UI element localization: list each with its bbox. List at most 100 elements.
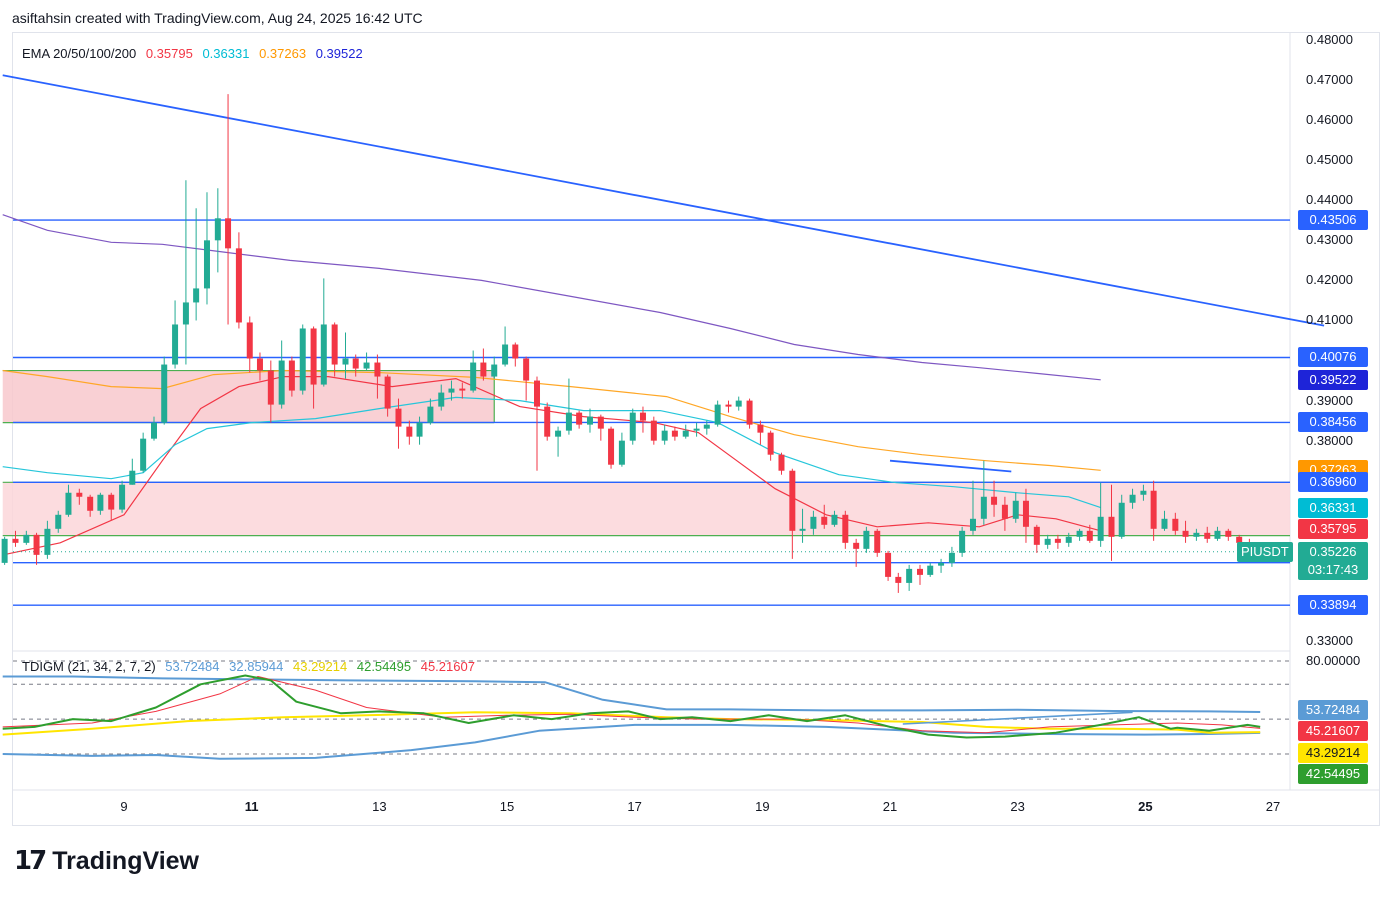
candle-body (1108, 516, 1115, 537)
candle-body (214, 218, 221, 241)
candle-body (1225, 530, 1232, 537)
candle-body (895, 576, 902, 583)
ema-legend-title: EMA 20/50/100/200 (22, 46, 137, 61)
candle-body (778, 454, 785, 471)
candle-body (278, 360, 285, 405)
candle-body (427, 406, 434, 423)
tdi-series-5 (902, 711, 1133, 725)
candle-body (448, 388, 455, 393)
candle-body (172, 324, 179, 365)
candle-body (235, 248, 242, 323)
candle-body (597, 416, 604, 429)
candle-body (821, 516, 828, 525)
candle-body (1129, 494, 1136, 503)
candle-body (161, 364, 168, 423)
candle-body (151, 422, 158, 439)
candle-body (842, 514, 849, 543)
candle-body (12, 538, 19, 543)
tradingview-logo[interactable]: 17 TradingView (14, 846, 199, 876)
candle-body (480, 362, 487, 377)
time-axis-label: 17 (627, 799, 642, 814)
candle-body (76, 492, 83, 497)
candle-body (1097, 516, 1104, 541)
candle-body (576, 412, 583, 425)
tdi-series-4 (2, 674, 1261, 739)
candle-body (193, 288, 200, 303)
time-axis-label: 21 (882, 799, 898, 814)
candle-body (565, 412, 572, 431)
time-axis-label: 23 (1010, 799, 1025, 814)
price-tick-label: 0.38000 (1306, 432, 1353, 448)
last-price-value: 0.35226 (1309, 543, 1357, 559)
candle-body (991, 496, 998, 505)
candle-body (1086, 530, 1093, 541)
candle-body (906, 568, 913, 583)
candle-body (182, 302, 189, 325)
price-level-tag: 0.40076 (1298, 347, 1368, 368)
time-axis-label: 15 (499, 799, 515, 814)
candle-body (395, 408, 402, 427)
time-axis-label: 19 (755, 799, 770, 814)
time-axis-label: 9 (120, 799, 128, 814)
tdi-value-tag: 42.54495 (1298, 764, 1368, 784)
candle-body (831, 514, 838, 525)
candle-body (682, 430, 689, 437)
tdi-axis-top-label: 80.00000 (1306, 653, 1361, 668)
candle-body (544, 406, 551, 437)
ema-line-1 (2, 396, 1101, 509)
tdi-legend: TDIGM (21, 34, 2, 7, 2) 53.72484 32.8594… (22, 659, 481, 674)
price-level-tag: 0.39522 (1298, 369, 1368, 390)
candle-body (1033, 526, 1040, 545)
last-price-tag: 0.35226 03:17:43 (1298, 541, 1368, 580)
candle-body (87, 496, 94, 511)
price-tick-label: 0.48000 (1306, 32, 1353, 47)
supply-zone-0 (2, 370, 495, 423)
candle-body (416, 422, 423, 437)
candle-body (256, 358, 263, 371)
tdi-legend-title: TDIGM (21, 34, 2, 7, 2) (22, 659, 156, 674)
time-axis-label: 11 (244, 799, 259, 814)
price-level-tag: 0.36331 (1298, 497, 1368, 518)
supply-zone-1 (2, 482, 1290, 536)
candle-body (885, 552, 892, 577)
tdi-value-tag: 53.72484 (1298, 700, 1368, 720)
ema-line-2 (2, 369, 1101, 471)
candle-body (969, 518, 976, 531)
tdi-mid-value: 43.29214 (293, 659, 348, 674)
candle-body (874, 530, 881, 553)
candle-body (342, 358, 349, 365)
price-tick-label: 0.45000 (1306, 152, 1353, 168)
candle-body (55, 514, 62, 529)
candle-body (1054, 538, 1061, 543)
creator-caption: asiftahsin created with TradingView.com,… (12, 10, 423, 26)
tdi-value-tag: 43.29214 (1298, 743, 1368, 763)
candle-body (502, 344, 509, 365)
candle-body (203, 240, 210, 289)
candle-body (650, 420, 657, 441)
candle-body (917, 568, 924, 575)
candle-body (927, 565, 934, 575)
candle-body (1172, 518, 1179, 531)
candle-body (1, 538, 8, 563)
ema-legend: EMA 20/50/100/200 0.35795 0.36331 0.3726… (22, 46, 369, 61)
trendline-0 (2, 74, 1325, 327)
tradingview-logo-icon: 17 (14, 846, 47, 876)
candle-body (320, 324, 327, 385)
candle-body (267, 370, 274, 405)
candle-body (491, 364, 498, 377)
tdi-series-1 (2, 723, 1261, 760)
candle-body (661, 430, 668, 441)
candle-body (938, 562, 945, 566)
price-level-tag: 0.33894 (1298, 595, 1368, 616)
ema-line-0 (2, 376, 1101, 556)
candle-body (1118, 502, 1125, 537)
candle-body (714, 404, 721, 425)
candle-body (959, 530, 966, 553)
candle-body (310, 328, 317, 385)
tdi-upper-value: 53.72484 (165, 659, 220, 674)
candle-body (618, 440, 625, 465)
candle-body (1150, 490, 1157, 529)
candle-body (1161, 518, 1168, 529)
candle-body (299, 328, 306, 391)
